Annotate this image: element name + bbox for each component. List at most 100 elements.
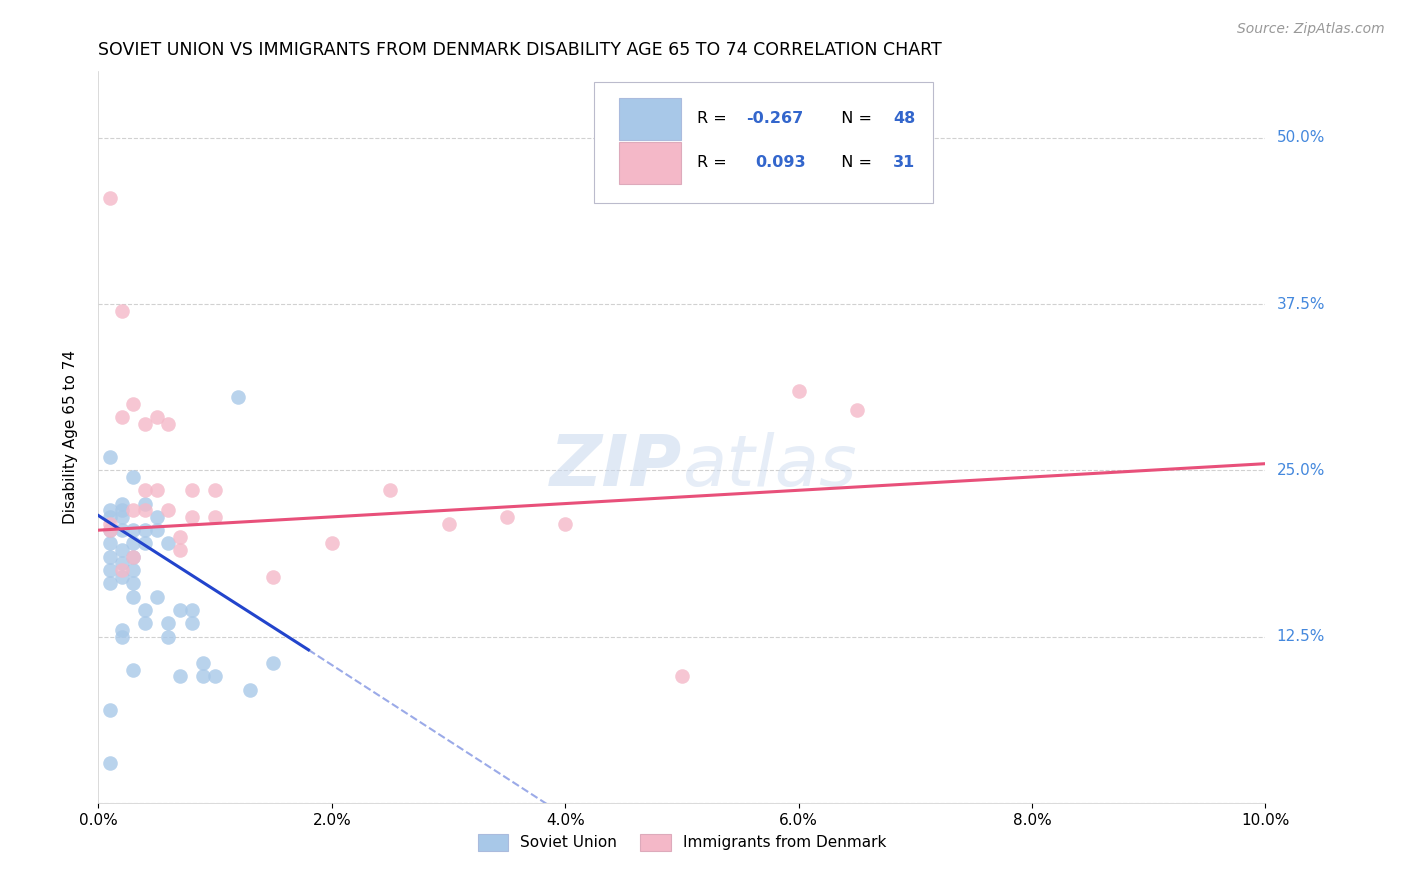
Point — [193, 669, 215, 683]
Point — [98, 756, 121, 770]
Point — [111, 630, 134, 644]
Text: 48: 48 — [893, 112, 915, 127]
Point — [122, 563, 145, 577]
Point — [111, 543, 134, 558]
Text: R =: R = — [697, 155, 737, 170]
Point — [157, 536, 180, 550]
Point — [169, 543, 191, 558]
Point — [111, 509, 134, 524]
Point — [157, 616, 180, 631]
Point — [193, 656, 215, 670]
Point — [98, 509, 121, 524]
Text: 12.5%: 12.5% — [1277, 629, 1324, 644]
Point — [262, 656, 284, 670]
Point — [146, 590, 169, 604]
Point — [98, 523, 121, 537]
Point — [157, 630, 180, 644]
Point — [169, 669, 191, 683]
Point — [98, 549, 121, 564]
Point — [204, 669, 226, 683]
Point — [262, 570, 284, 584]
Point — [321, 536, 343, 550]
Point — [134, 497, 156, 511]
Point — [239, 682, 262, 697]
Point — [134, 603, 156, 617]
Point — [122, 576, 145, 591]
Point — [180, 603, 202, 617]
Point — [98, 523, 121, 537]
Point — [122, 397, 145, 411]
Text: 50.0%: 50.0% — [1277, 130, 1324, 145]
FancyBboxPatch shape — [619, 98, 681, 140]
Point — [122, 663, 145, 677]
Point — [671, 669, 693, 683]
Point — [98, 703, 121, 717]
Point — [98, 536, 121, 550]
Point — [122, 470, 145, 484]
Point — [111, 523, 134, 537]
Point — [180, 509, 202, 524]
Point — [228, 390, 250, 404]
Point — [157, 503, 180, 517]
Text: atlas: atlas — [682, 432, 856, 500]
Text: 31: 31 — [893, 155, 915, 170]
Point — [122, 549, 145, 564]
Text: 0.093: 0.093 — [755, 155, 806, 170]
Point — [111, 557, 134, 571]
Point — [98, 503, 121, 517]
Point — [98, 191, 121, 205]
Point — [169, 603, 191, 617]
Point — [437, 516, 460, 531]
Point — [846, 403, 869, 417]
Point — [111, 303, 134, 318]
Point — [554, 516, 576, 531]
Point — [111, 503, 134, 517]
Point — [169, 530, 191, 544]
Point — [204, 509, 226, 524]
Point — [122, 523, 145, 537]
Text: -0.267: -0.267 — [747, 112, 803, 127]
Text: 37.5%: 37.5% — [1277, 297, 1324, 311]
Point — [134, 483, 156, 498]
Point — [134, 536, 156, 550]
Point — [98, 516, 121, 531]
Point — [146, 410, 169, 425]
Point — [111, 563, 134, 577]
Point — [98, 576, 121, 591]
Point — [134, 503, 156, 517]
Text: R =: R = — [697, 112, 733, 127]
Point — [380, 483, 402, 498]
Point — [134, 417, 156, 431]
Point — [146, 509, 169, 524]
Point — [180, 616, 202, 631]
Point — [157, 417, 180, 431]
Point — [111, 570, 134, 584]
FancyBboxPatch shape — [595, 82, 932, 203]
Point — [146, 523, 169, 537]
Y-axis label: Disability Age 65 to 74: Disability Age 65 to 74 — [63, 350, 77, 524]
Legend: Soviet Union, Immigrants from Denmark: Soviet Union, Immigrants from Denmark — [471, 828, 893, 857]
FancyBboxPatch shape — [619, 142, 681, 184]
Text: Source: ZipAtlas.com: Source: ZipAtlas.com — [1237, 22, 1385, 37]
Point — [111, 497, 134, 511]
Text: N =: N = — [831, 112, 877, 127]
Point — [98, 563, 121, 577]
Point — [146, 483, 169, 498]
Point — [122, 590, 145, 604]
Point — [134, 523, 156, 537]
Text: 25.0%: 25.0% — [1277, 463, 1324, 478]
Point — [111, 623, 134, 637]
Text: N =: N = — [831, 155, 877, 170]
Point — [98, 450, 121, 464]
Text: SOVIET UNION VS IMMIGRANTS FROM DENMARK DISABILITY AGE 65 TO 74 CORRELATION CHAR: SOVIET UNION VS IMMIGRANTS FROM DENMARK … — [98, 41, 942, 59]
Point — [134, 616, 156, 631]
Point — [496, 509, 519, 524]
Point — [787, 384, 810, 398]
Point — [122, 536, 145, 550]
Point — [122, 549, 145, 564]
Point — [111, 410, 134, 425]
Point — [122, 503, 145, 517]
Point — [204, 483, 226, 498]
Point — [180, 483, 202, 498]
Text: ZIP: ZIP — [550, 432, 682, 500]
